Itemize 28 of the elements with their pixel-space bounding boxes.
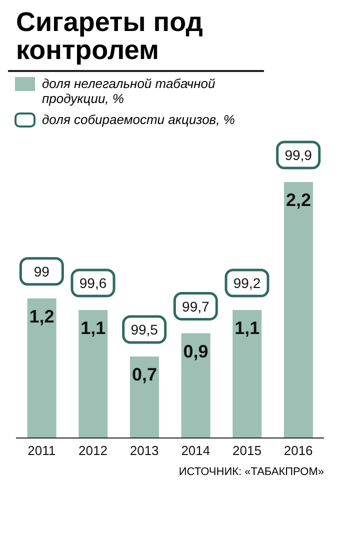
- legend-label: доля нелегальной табачной продукции, %: [42, 76, 216, 106]
- x-tick-label: 2016: [284, 443, 313, 458]
- bar: [130, 356, 159, 438]
- data-label: 0,9: [183, 341, 208, 362]
- annotation: 99,5: [130, 322, 158, 338]
- data-label: 2,2: [286, 190, 311, 210]
- x-tick-label: 2011: [28, 443, 56, 458]
- text: ИСТОЧНИК: «ТАБАКПРОМ»: [178, 465, 325, 480]
- bar: [78, 310, 108, 438]
- annotation: 99,2: [233, 275, 261, 291]
- data-label: 1,2: [29, 306, 54, 326]
- bar: [27, 298, 56, 438]
- data-label: 1,1: [80, 318, 106, 338]
- data-label: 0,7: [132, 364, 157, 385]
- x-tick-label: 2013: [130, 443, 159, 458]
- annotation: 99,7: [182, 298, 210, 314]
- bar: [181, 333, 210, 438]
- annotation: 99: [34, 263, 50, 280]
- text: доля собираемости акцизов, %: [42, 112, 235, 127]
- chart-title: Сигареты под контролем: [8, 7, 264, 72]
- x-tick-label: 2015: [232, 443, 262, 458]
- data-label: 1,1: [234, 318, 260, 338]
- bar: [284, 182, 313, 438]
- annotation: 99,6: [79, 275, 107, 291]
- bar: [232, 310, 262, 438]
- x-tick-label: 2014: [181, 443, 210, 458]
- x-tick-label: 2012: [78, 443, 108, 458]
- annotation: 99,9: [284, 147, 312, 163]
